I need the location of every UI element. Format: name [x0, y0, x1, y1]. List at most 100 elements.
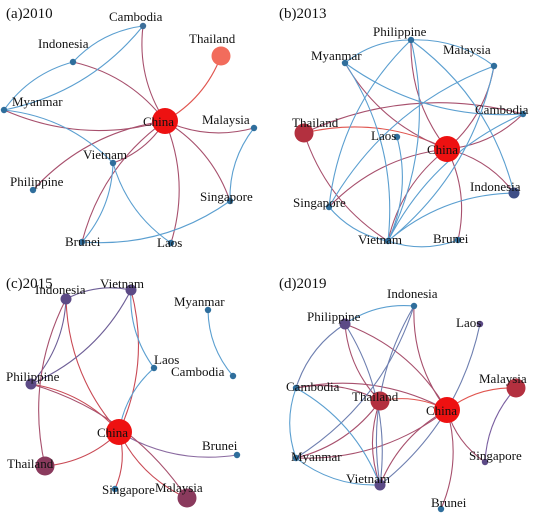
node-thailand [370, 391, 390, 411]
edge-indonesia-thailand [38, 298, 67, 467]
node-label-malaysia: Malaysia [155, 480, 203, 495]
edge-philippine-myanmar [344, 39, 412, 64]
node-indonesia [410, 302, 418, 310]
node-label-singapore: Singapore [200, 189, 253, 204]
node-label-philippine: Philippine [307, 309, 361, 324]
node-label-indonesia: Indonesia [470, 179, 521, 194]
node-malaysia [250, 124, 258, 132]
node-label-brunei: Brunei [202, 438, 238, 453]
edge-china-brunei [81, 120, 166, 243]
node-label-vietnam: Vietnam [83, 147, 127, 162]
panel-a-nodes: Cambodia Indonesia Thailand Myanmar China Mal… [0, 9, 258, 250]
edge-thailand-vietnam [303, 132, 389, 242]
node-vietnam [125, 284, 137, 296]
edge-china-brunei [118, 431, 238, 458]
node-label-myanmar: Myanmar [12, 94, 63, 109]
node-label-myanmar: Myanmar [291, 449, 342, 464]
node-laos [167, 239, 175, 247]
edge-cambodia-vietnam [295, 387, 381, 486]
panel-b-label: (b)2013 [279, 6, 327, 22]
edge-myanmar-vietnam [295, 457, 381, 486]
edge-vietnam-laos [130, 289, 155, 369]
edge-china-vietnam [118, 289, 140, 433]
edge-china-vietnam [379, 409, 448, 486]
panel-b-edges [303, 39, 524, 248]
edge-china-indonesia [413, 305, 448, 411]
panel-c-label: (c)2015 [6, 276, 53, 292]
edge-myanmar-cambodia [344, 62, 524, 116]
edge-cambodia-myanmar [3, 25, 144, 111]
node-singapore [325, 203, 333, 211]
edge-china-myanmar [295, 409, 448, 459]
node-singapore [481, 458, 489, 466]
node-singapore [226, 197, 234, 205]
edge-singapore-brunei [81, 200, 231, 244]
node-label-singapore: Singapore [102, 482, 155, 497]
edge-china-indonesia [72, 61, 166, 122]
edge-philippine-malaysia [410, 39, 495, 67]
node-myanmar [0, 106, 8, 114]
edge-vietnam-indonesia [65, 287, 132, 300]
node-cambodia [292, 384, 300, 392]
node-label-philippine: Philippine [373, 24, 427, 39]
node-laos [150, 364, 158, 372]
edge-vietnam-indonesia [387, 192, 515, 242]
edge-myanmar-vietnam [344, 62, 391, 242]
panel-d-nodes: Indonesia Philippine Laos Cambodia Thailand M… [286, 286, 527, 513]
node-philippine [25, 378, 37, 390]
node-myanmar [292, 454, 300, 462]
node-malaysia [506, 378, 526, 398]
node-cambodia [139, 22, 147, 30]
panel-b-nodes: Philippine Malaysia Myanmar Thailand Cambodi… [292, 24, 529, 247]
edge-philippine-indonesia [344, 304, 415, 325]
node-label-vietnam: Vietnam [358, 232, 402, 247]
edge-myanmar-vietnam [3, 109, 114, 164]
node-china [152, 108, 178, 134]
node-label-thailand: Thailand [189, 31, 236, 46]
node-label-singapore: Singapore [293, 195, 346, 210]
edge-philippine-vietnam [387, 39, 420, 242]
node-philippine [29, 186, 37, 194]
node-label-laos: Laos [456, 315, 481, 330]
node-vietnam [374, 479, 386, 491]
node-china [434, 136, 460, 162]
node-label-laos: Laos [157, 235, 182, 250]
panel-a-label: (a)2010 [6, 6, 53, 22]
edge-china-singapore [328, 148, 448, 208]
node-label-china: China [427, 142, 458, 157]
edge-cambodia-vietnam [387, 113, 524, 242]
edge-singapore-vietnam [328, 206, 389, 242]
edge-vietnam-laos [112, 162, 172, 244]
edge-indonesia-philippine [30, 298, 67, 385]
node-singapore [111, 485, 119, 493]
node-label-philippine: Philippine [6, 369, 60, 384]
node-indonesia [508, 187, 520, 199]
node-label-malaysia: Malaysia [443, 42, 491, 57]
edge-laos-vietnam [387, 136, 403, 242]
edge-china-laos [164, 120, 180, 244]
edge-china-brunei [446, 148, 463, 241]
edge-malaysia-vietnam [387, 65, 495, 242]
node-laos [476, 320, 484, 328]
node-label-thailand: Thailand [352, 389, 399, 404]
panel-b: (b)2013 Philippine Malaysia Myanmar Thailan… [279, 6, 529, 248]
edge-indonesia-myanmar [3, 61, 74, 111]
node-thailand [294, 123, 314, 143]
node-thailand [211, 46, 231, 66]
node-label-malaysia: Malaysia [202, 112, 250, 127]
edge-philippine-indonesia [410, 39, 515, 194]
edge-philippine-cambodia [295, 323, 346, 389]
edge-cambodia-myanmar [289, 387, 297, 459]
node-vietnam [384, 237, 392, 245]
node-label-cambodia: Cambodia [475, 102, 529, 117]
edge-cambodia-indonesia [72, 25, 144, 63]
node-label-vietnam: Vietnam [346, 471, 390, 486]
edge-vietnam-brunei [387, 239, 459, 248]
node-malaysia [177, 488, 197, 508]
node-label-china: China [97, 425, 128, 440]
edge-vietnam-brunei [81, 162, 114, 243]
node-label-thailand: Thailand [7, 456, 54, 471]
edge-philippine-singapore [328, 39, 412, 208]
node-label-cambodia: Cambodia [109, 9, 163, 24]
node-label-cambodia: Cambodia [286, 379, 340, 394]
